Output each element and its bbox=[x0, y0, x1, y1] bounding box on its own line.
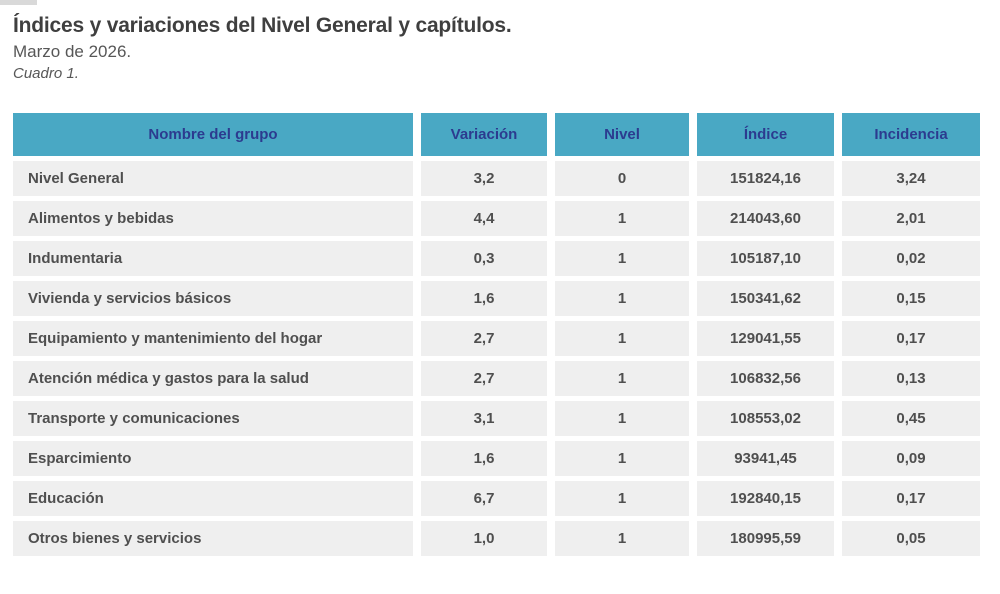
cell-nivel: 1 bbox=[555, 361, 689, 396]
cell-nombre: Alimentos y bebidas bbox=[13, 201, 413, 236]
cell-nombre: Vivienda y servicios básicos bbox=[13, 281, 413, 316]
cell-nivel: 1 bbox=[555, 401, 689, 436]
cell-incidencia: 0,17 bbox=[842, 321, 980, 356]
cell-nivel: 1 bbox=[555, 281, 689, 316]
cell-incidencia: 0,05 bbox=[842, 521, 980, 556]
page-title: Índices y variaciones del Nivel General … bbox=[13, 14, 512, 37]
cell-nivel: 1 bbox=[555, 201, 689, 236]
cell-indice: 106832,56 bbox=[697, 361, 834, 396]
cell-indice: 214043,60 bbox=[697, 201, 834, 236]
report-content: Índices y variaciones del Nivel General … bbox=[13, 14, 980, 556]
column-header-indice: Índice bbox=[697, 113, 834, 156]
cell-nivel: 1 bbox=[555, 441, 689, 476]
cell-nivel: 1 bbox=[555, 241, 689, 276]
cell-variacion: 1,0 bbox=[421, 521, 547, 556]
cell-nivel: 1 bbox=[555, 481, 689, 516]
cell-variacion: 2,7 bbox=[421, 321, 547, 356]
cell-variacion: 4,4 bbox=[421, 201, 547, 236]
column-header-variacion: Variación bbox=[421, 113, 547, 156]
cell-variacion: 0,3 bbox=[421, 241, 547, 276]
page-subtitle: Marzo de 2026. bbox=[13, 42, 132, 61]
cell-indice: 151824,16 bbox=[697, 161, 834, 196]
cell-nombre: Educación bbox=[13, 481, 413, 516]
cell-incidencia: 0,17 bbox=[842, 481, 980, 516]
cell-incidencia: 0,09 bbox=[842, 441, 980, 476]
cell-nombre: Transporte y comunicaciones bbox=[13, 401, 413, 436]
cell-indice: 180995,59 bbox=[697, 521, 834, 556]
cell-indice: 105187,10 bbox=[697, 241, 834, 276]
table-caption: Cuadro 1. bbox=[13, 65, 79, 82]
cell-indice: 192840,15 bbox=[697, 481, 834, 516]
column-header-nombre-del-grupo: Nombre del grupo bbox=[13, 113, 413, 156]
cell-incidencia: 0,45 bbox=[842, 401, 980, 436]
cell-nivel: 1 bbox=[555, 521, 689, 556]
cell-nivel: 0 bbox=[555, 161, 689, 196]
cell-variacion: 1,6 bbox=[421, 441, 547, 476]
cell-nombre: Equipamiento y mantenimiento del hogar bbox=[13, 321, 413, 356]
screen-corner-artifact bbox=[0, 0, 37, 5]
cell-incidencia: 0,15 bbox=[842, 281, 980, 316]
cell-nombre: Esparcimiento bbox=[13, 441, 413, 476]
cell-nombre: Nivel General bbox=[13, 161, 413, 196]
cell-variacion: 1,6 bbox=[421, 281, 547, 316]
cell-nivel: 1 bbox=[555, 321, 689, 356]
cell-variacion: 3,1 bbox=[421, 401, 547, 436]
column-header-incidencia: Incidencia bbox=[842, 113, 980, 156]
cell-indice: 150341,62 bbox=[697, 281, 834, 316]
cell-variacion: 3,2 bbox=[421, 161, 547, 196]
cell-nombre: Otros bienes y servicios bbox=[13, 521, 413, 556]
data-table: Nombre del grupo Variación Nivel Índice … bbox=[13, 113, 980, 556]
cell-variacion: 6,7 bbox=[421, 481, 547, 516]
cell-nombre: Indumentaria bbox=[13, 241, 413, 276]
cell-incidencia: 0,02 bbox=[842, 241, 980, 276]
cell-incidencia: 2,01 bbox=[842, 201, 980, 236]
cell-indice: 93941,45 bbox=[697, 441, 834, 476]
cell-indice: 129041,55 bbox=[697, 321, 834, 356]
cell-incidencia: 0,13 bbox=[842, 361, 980, 396]
column-header-nivel: Nivel bbox=[555, 113, 689, 156]
cell-nombre: Atención médica y gastos para la salud bbox=[13, 361, 413, 396]
cell-incidencia: 3,24 bbox=[842, 161, 980, 196]
cell-indice: 108553,02 bbox=[697, 401, 834, 436]
cell-variacion: 2,7 bbox=[421, 361, 547, 396]
